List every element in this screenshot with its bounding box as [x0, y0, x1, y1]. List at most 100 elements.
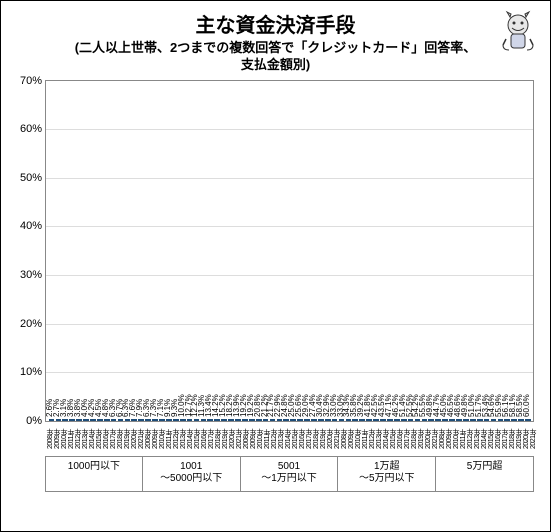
- bar-fill: [511, 419, 517, 421]
- year-label: 2010年: [453, 422, 460, 456]
- chart-title: 主な資金決済手段: [11, 9, 540, 38]
- group-label: 5万円超: [436, 457, 534, 492]
- year-label: 2009年: [250, 422, 257, 456]
- year-label: 2017年: [404, 422, 411, 456]
- bar: 2.6%: [49, 419, 55, 421]
- bar-fill: [304, 419, 310, 421]
- bar-fill: [62, 419, 68, 421]
- year-label: 2019年: [516, 422, 523, 456]
- bar: 3.8%: [76, 419, 82, 421]
- bar-fill: [332, 419, 338, 421]
- bar-fill: [504, 419, 510, 421]
- bar: 21.7%: [270, 419, 276, 421]
- bar-fill: [401, 419, 407, 421]
- bar: 25.0%: [290, 419, 296, 421]
- bar: 4.0%: [83, 419, 89, 421]
- bar-fill: [125, 419, 131, 421]
- bar-fill: [477, 419, 483, 421]
- bar-fill: [518, 419, 524, 421]
- bar: 24.8%: [283, 419, 289, 421]
- year-label: 2008年: [145, 422, 152, 456]
- year-label: 2016年: [397, 422, 404, 456]
- bar: 33.0%: [339, 419, 345, 421]
- group-label: 1001～5000円以下: [143, 457, 241, 492]
- group-label: 1万超～5万円以下: [338, 457, 436, 492]
- bar: 19.2%: [249, 419, 255, 421]
- bar-fill: [470, 419, 476, 421]
- year-label: 2009年: [446, 422, 453, 456]
- bar-fill: [90, 419, 96, 421]
- bar: 54.6%: [491, 419, 497, 421]
- bar-fill: [111, 419, 117, 421]
- bar-fill: [76, 419, 82, 421]
- bar-fill: [256, 419, 262, 421]
- year-label: 2012年: [271, 422, 278, 456]
- year-label: 2019年: [418, 422, 425, 456]
- bar-fill: [484, 419, 490, 421]
- year-label: 2019年: [124, 422, 131, 456]
- year-label: 2018年: [117, 422, 124, 456]
- year-label: 2011年: [460, 422, 467, 456]
- year-label: 2021年: [432, 422, 439, 456]
- year-label: 2015年: [292, 422, 299, 456]
- year-label: 2016年: [495, 422, 502, 456]
- bar: 41.8%: [366, 419, 372, 421]
- year-label: 2013年: [474, 422, 481, 456]
- y-axis-label: 20%: [12, 318, 42, 330]
- bar-fill: [339, 419, 345, 421]
- bar-fill: [104, 419, 110, 421]
- bar-fill: [366, 419, 372, 421]
- year-label: 2014年: [481, 422, 488, 456]
- bar-fill: [297, 419, 303, 421]
- year-label: 2010年: [257, 422, 264, 456]
- bar-value-label: 60.0%: [522, 394, 531, 417]
- bar: 52.5%: [408, 419, 414, 421]
- bar: 21.2%: [263, 419, 269, 421]
- bar: 6.3%: [145, 419, 151, 421]
- year-label: 2020年: [327, 422, 334, 456]
- bar-fill: [449, 419, 455, 421]
- year-label: 2021年: [530, 422, 537, 456]
- bar: 14.2%: [214, 419, 220, 421]
- year-label: 2008年: [439, 422, 446, 456]
- bar-fill: [118, 419, 124, 421]
- bar-fill: [49, 419, 55, 421]
- year-label: 2015年: [488, 422, 495, 456]
- bar-fill: [270, 419, 276, 421]
- group-label: 5001～1万円以下: [241, 457, 339, 492]
- bar: 55.5%: [422, 419, 428, 421]
- year-label: 2020年: [229, 422, 236, 456]
- chart-subtitle: (二人以上世帯、2つまでの複数回答で「クレジットカード」回答率、 支払金額別): [11, 40, 540, 74]
- bar: 6.7%: [118, 419, 124, 421]
- year-label: 2016年: [201, 422, 208, 456]
- bar-fill: [263, 419, 269, 421]
- bar-fill: [428, 419, 434, 421]
- bar-fill: [318, 419, 324, 421]
- bar-fill: [463, 419, 469, 421]
- bar: 3.1%: [62, 419, 68, 421]
- bar: 4.2%: [90, 419, 96, 421]
- year-label: 2011年: [68, 422, 75, 456]
- bar: 4.5%: [97, 419, 103, 421]
- bar-fill: [97, 419, 103, 421]
- bar: 51.0%: [470, 419, 476, 421]
- bar: 22.9%: [277, 419, 283, 421]
- bar: 58.1%: [511, 419, 517, 421]
- bar: 60.0%: [525, 419, 531, 421]
- bar-fill: [187, 419, 193, 421]
- bar: 7.9%: [138, 419, 144, 421]
- bar-fill: [422, 419, 428, 421]
- year-label: 2010年: [159, 422, 166, 456]
- year-label: 2018年: [313, 422, 320, 456]
- x-axis-groups: 1000円以下1001～5000円以下5001～1万円以下1万超～5万円以下5万…: [45, 456, 534, 492]
- year-label: 2021年: [138, 422, 145, 456]
- bar-fill: [228, 419, 234, 421]
- bar: 9.1%: [166, 419, 172, 421]
- year-label: 2014年: [89, 422, 96, 456]
- year-label: 2012年: [369, 422, 376, 456]
- y-axis-label: 50%: [12, 172, 42, 184]
- bar-fill: [415, 419, 421, 421]
- year-label: 2021年: [236, 422, 243, 456]
- plot-area: 0%10%20%30%40%50%60%70%2.6%2.7%3.1%3.8%3…: [45, 80, 534, 422]
- bar-fill: [138, 419, 144, 421]
